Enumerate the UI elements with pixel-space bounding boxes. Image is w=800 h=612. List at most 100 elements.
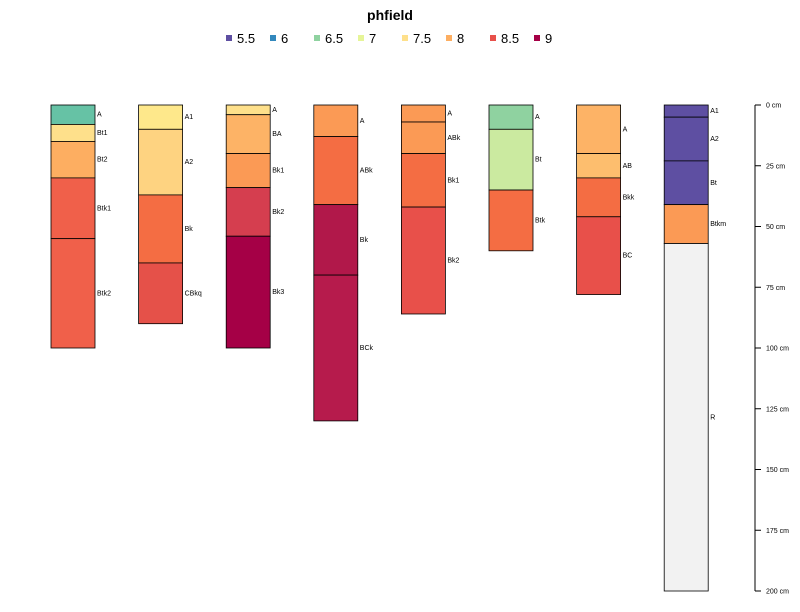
legend-swatch-8.5 bbox=[490, 35, 496, 41]
horizon-label-ABk: ABk bbox=[360, 168, 373, 175]
depth-tick-label-0: 0 cm bbox=[766, 103, 781, 110]
legend-swatch-8 bbox=[446, 35, 452, 41]
horizon-Bt2 bbox=[50, 141, 96, 179]
horizon-A bbox=[576, 104, 621, 154]
horizon-A bbox=[50, 104, 96, 125]
legend-swatch-7 bbox=[358, 35, 364, 41]
legend-swatch-5.5 bbox=[226, 35, 232, 41]
horizon-label-Btk1: Btk1 bbox=[97, 205, 111, 212]
legend-label-6: 6 bbox=[281, 31, 288, 46]
horizon-BA bbox=[225, 114, 271, 155]
horizon-Bk bbox=[313, 204, 359, 276]
horizon-label-Bk: Bk bbox=[360, 237, 369, 244]
horizon-A bbox=[225, 104, 271, 116]
horizon-ABk bbox=[400, 121, 446, 155]
horizon-label-Bkk: Bkk bbox=[623, 194, 635, 201]
horizon-Bk bbox=[138, 194, 184, 264]
depth-tick-label-25: 25 cm bbox=[766, 163, 785, 170]
horizon-label-BA: BA bbox=[272, 131, 282, 138]
legend-label-8: 8 bbox=[457, 31, 464, 46]
legend-label-7.5: 7.5 bbox=[413, 31, 431, 46]
legend-label-8.5: 8.5 bbox=[501, 31, 519, 46]
profile-7: A AB Bkk BC bbox=[576, 104, 635, 295]
horizon-Bkk bbox=[576, 177, 621, 218]
legend-label-5.5: 5.5 bbox=[237, 31, 255, 46]
horizon-A1 bbox=[138, 104, 184, 130]
horizon-AB bbox=[576, 153, 621, 179]
depth-tick-label-50: 50 cm bbox=[766, 224, 785, 231]
horizon-CBkq bbox=[138, 262, 184, 325]
profile-2: A1 A2 Bk CBkq bbox=[138, 104, 202, 325]
horizon-label-Bk2: Bk2 bbox=[272, 209, 284, 216]
profile-5: A ABk Bk1 Bk2 bbox=[400, 104, 461, 315]
legend-swatch-7.5 bbox=[402, 35, 408, 41]
horizon-label-BCk: BCk bbox=[360, 345, 374, 352]
horizon-BCk bbox=[313, 274, 359, 422]
horizon-label-A: A bbox=[447, 111, 452, 118]
depth-tick-label-100: 100 cm bbox=[766, 346, 789, 353]
horizon-label-Bt: Bt bbox=[535, 157, 542, 164]
horizon-Btk bbox=[488, 189, 534, 252]
horizon-A1 bbox=[663, 104, 709, 118]
depth-tick-label-125: 125 cm bbox=[766, 406, 789, 413]
legend-label-7: 7 bbox=[369, 31, 376, 46]
horizon-R bbox=[663, 243, 709, 592]
horizon-label-Bt: Bt bbox=[710, 180, 717, 187]
depth-tick-label-150: 150 cm bbox=[766, 467, 789, 474]
horizon-label-A: A bbox=[360, 118, 365, 125]
legend-swatch-6.5 bbox=[314, 35, 320, 41]
legend-swatch-9 bbox=[534, 35, 540, 41]
horizon-label-Bk1: Bk1 bbox=[447, 177, 459, 184]
horizon-label-Bk3: Bk3 bbox=[272, 289, 284, 296]
horizon-label-A2: A2 bbox=[710, 136, 719, 143]
horizon-label-Bt1: Bt1 bbox=[97, 130, 108, 137]
horizon-label-BC: BC bbox=[623, 253, 633, 260]
horizon-A2 bbox=[663, 116, 709, 162]
horizon-label-A1: A1 bbox=[710, 108, 719, 115]
horizon-label-A: A bbox=[535, 114, 540, 121]
horizon-ABk bbox=[313, 136, 359, 206]
chart-title: phfield bbox=[367, 7, 413, 23]
horizon-Btkm bbox=[663, 204, 709, 244]
horizon-Btk1 bbox=[50, 177, 96, 240]
horizon-label-Btk2: Btk2 bbox=[97, 290, 111, 297]
horizon-A2 bbox=[138, 128, 184, 196]
horizon-label-A2: A2 bbox=[185, 159, 194, 166]
horizon-label-AB: AB bbox=[623, 163, 633, 170]
horizon-label-Bk1: Bk1 bbox=[272, 168, 284, 175]
horizon-label-Bk2: Bk2 bbox=[447, 258, 459, 265]
depth-tick-label-175: 175 cm bbox=[766, 528, 789, 535]
profile-4: A ABk Bk BCk bbox=[313, 104, 374, 422]
horizon-A bbox=[488, 104, 534, 130]
horizon-label-CBkq: CBkq bbox=[185, 290, 202, 297]
depth-axis: 0 cm 25 cm 50 cm 75 cm 100 cm 125 cm 150 cm 175… bbox=[754, 103, 789, 596]
legend-label-6.5: 6.5 bbox=[325, 31, 343, 46]
horizon-label-A1: A1 bbox=[185, 114, 194, 121]
profile-3: A BA Bk1 Bk2 Bk3 bbox=[225, 104, 284, 349]
horizon-label-Bt2: Bt2 bbox=[97, 157, 108, 164]
depth-tick-label-200: 200 cm bbox=[766, 589, 789, 596]
horizon-Bk1 bbox=[225, 153, 271, 189]
horizon-Bk2 bbox=[225, 187, 271, 237]
horizon-label-Bk: Bk bbox=[185, 226, 194, 233]
legend-swatch-6 bbox=[270, 35, 276, 41]
horizon-Bk1 bbox=[400, 153, 446, 208]
profile-6: A Bt Btk bbox=[488, 104, 546, 252]
horizon-Btk2 bbox=[50, 238, 96, 349]
horizon-label-A: A bbox=[272, 107, 277, 114]
depth-tick-label-75: 75 cm bbox=[766, 285, 785, 292]
horizon-label-R: R bbox=[710, 414, 715, 421]
horizon-label-A: A bbox=[97, 112, 102, 119]
horizon-Bt1 bbox=[50, 124, 96, 142]
horizon-label-Btk: Btk bbox=[535, 217, 546, 224]
legend: 5.5 6 6.5 7 7.5 8 8.5 9 bbox=[226, 31, 552, 46]
horizon-A bbox=[400, 104, 446, 123]
horizon-label-ABk: ABk bbox=[447, 135, 460, 142]
horizon-label-A: A bbox=[623, 126, 628, 133]
horizon-Bt bbox=[663, 160, 709, 206]
horizon-Bk3 bbox=[225, 235, 271, 349]
horizon-A bbox=[313, 104, 359, 137]
profiles: ABt1Bt2Btk1Btk2A1A2BkCBkqABABk1Bk2Bk3AAB… bbox=[50, 104, 726, 592]
